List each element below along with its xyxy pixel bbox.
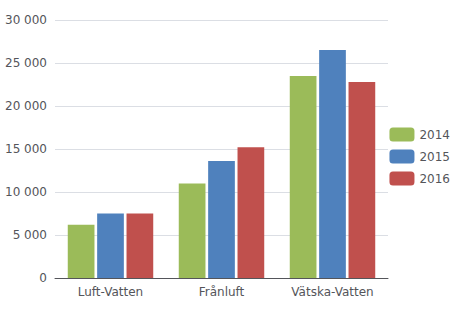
svg-text:Vätska-Vatten: Vätska-Vatten xyxy=(291,285,373,299)
svg-text:30 000: 30 000 xyxy=(5,13,47,27)
svg-text:2016: 2016 xyxy=(419,172,450,186)
svg-text:Luft-Vatten: Luft-Vatten xyxy=(78,285,143,299)
svg-text:0: 0 xyxy=(39,271,47,285)
svg-text:25 000: 25 000 xyxy=(5,56,47,70)
svg-text:10 000: 10 000 xyxy=(5,185,47,199)
svg-text:20 000: 20 000 xyxy=(5,99,47,113)
svg-text:Frånluft: Frånluft xyxy=(199,285,245,299)
svg-text:2014: 2014 xyxy=(419,128,450,142)
svg-text:2015: 2015 xyxy=(419,150,450,164)
svg-text:5 000: 5 000 xyxy=(13,228,47,242)
svg-text:15 000: 15 000 xyxy=(5,142,47,156)
